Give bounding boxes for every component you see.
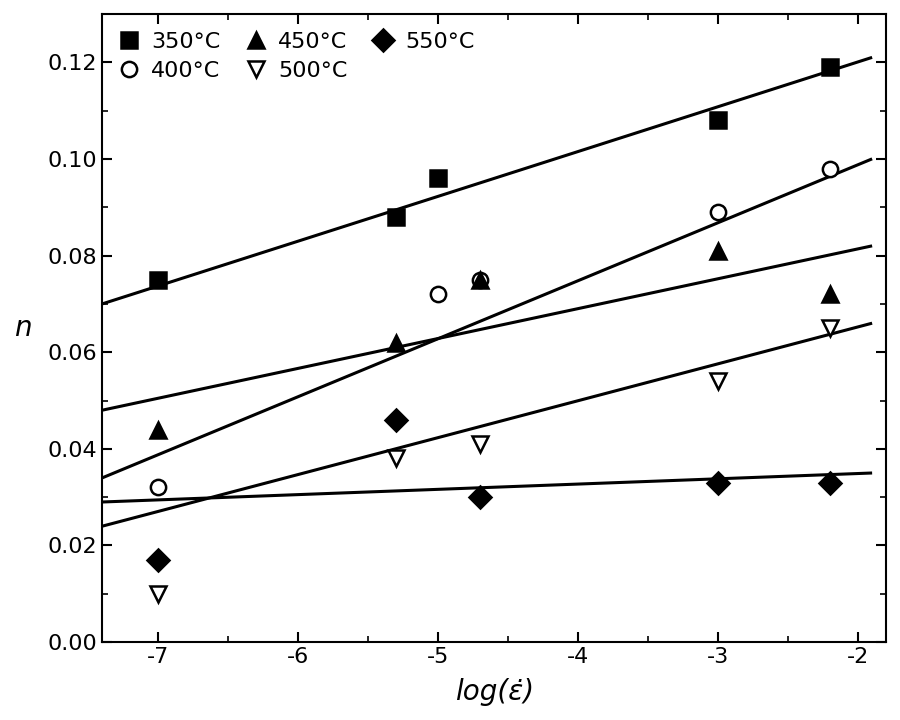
450°C	[153, 426, 164, 434]
500°C	[713, 377, 724, 385]
350°C	[391, 212, 401, 221]
350°C	[713, 116, 724, 125]
Line: 500°C: 500°C	[150, 320, 838, 601]
450°C	[391, 338, 401, 347]
Legend: 350°C, 400°C, 450°C, 500°C, 550°C: 350°C, 400°C, 450°C, 500°C, 550°C	[112, 23, 483, 89]
Line: 400°C: 400°C	[150, 161, 838, 495]
450°C	[713, 246, 724, 255]
550°C	[824, 478, 835, 487]
450°C	[824, 290, 835, 299]
500°C	[824, 324, 835, 333]
Line: 450°C: 450°C	[150, 243, 838, 437]
350°C	[824, 63, 835, 71]
550°C	[391, 415, 401, 424]
Line: 350°C: 350°C	[150, 60, 838, 287]
450°C	[475, 275, 486, 284]
400°C	[824, 164, 835, 173]
Y-axis label: n: n	[14, 314, 32, 342]
550°C	[153, 556, 164, 564]
500°C	[475, 440, 486, 449]
400°C	[713, 207, 724, 216]
Line: 550°C: 550°C	[150, 412, 838, 567]
500°C	[391, 454, 401, 463]
X-axis label: log(ε̇): log(ε̇)	[454, 678, 534, 706]
550°C	[475, 492, 486, 501]
350°C	[433, 174, 444, 183]
350°C	[153, 275, 164, 284]
500°C	[153, 590, 164, 598]
550°C	[713, 478, 724, 487]
400°C	[475, 275, 486, 284]
400°C	[153, 483, 164, 492]
400°C	[433, 290, 444, 299]
